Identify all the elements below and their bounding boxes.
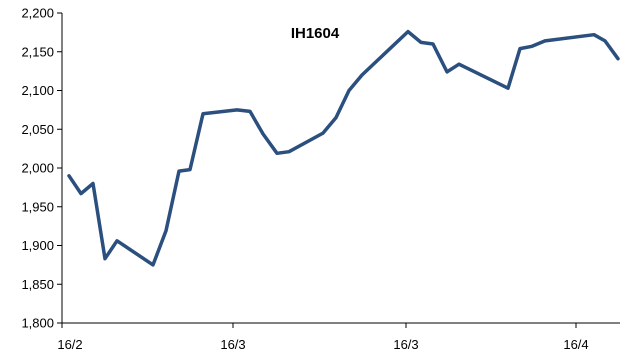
y-tick-label: 2,000 xyxy=(21,161,54,176)
y-tick-label: 2,200 xyxy=(21,6,54,21)
x-tick-label: 16/3 xyxy=(220,337,245,352)
axes: 1,800 1,850 1,900 1,950 2,000 2,050 2,100 2,150… xyxy=(21,6,620,352)
y-tick-label: 2,050 xyxy=(21,122,54,137)
y-tick-label: 1,900 xyxy=(21,238,54,253)
series-line xyxy=(67,29,620,267)
y-tick-label: 1,800 xyxy=(21,316,54,331)
y-tick-label: 1,850 xyxy=(21,277,54,292)
y-tick-label: 1,950 xyxy=(21,199,54,214)
x-tick-label: 16/3 xyxy=(393,337,418,352)
x-tick-label: 16/2 xyxy=(57,337,82,352)
y-tick-label: 2,100 xyxy=(21,83,54,98)
x-tick-label: 16/4 xyxy=(563,337,588,352)
chart-title: IH1604 xyxy=(291,25,340,42)
series-layer xyxy=(67,29,620,267)
y-tick-label: 2,150 xyxy=(21,44,54,59)
